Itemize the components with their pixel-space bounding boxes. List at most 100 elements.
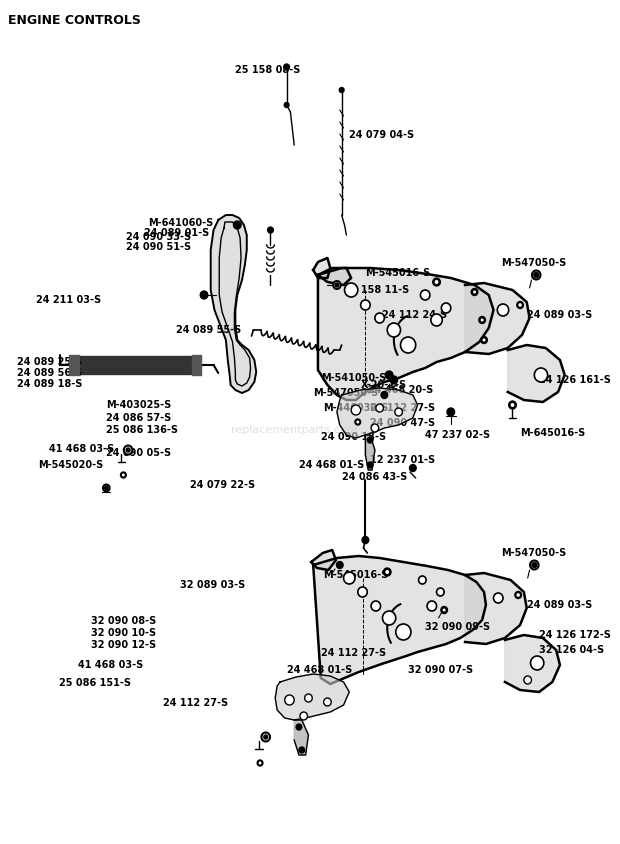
- Text: 24 468 20-S: 24 468 20-S: [368, 385, 433, 395]
- Circle shape: [534, 273, 539, 278]
- Circle shape: [435, 280, 438, 284]
- Polygon shape: [508, 345, 565, 402]
- Circle shape: [482, 338, 485, 342]
- Circle shape: [103, 484, 110, 491]
- Circle shape: [300, 712, 308, 720]
- Circle shape: [285, 695, 294, 705]
- Polygon shape: [192, 355, 202, 375]
- Circle shape: [530, 560, 539, 570]
- Circle shape: [371, 601, 381, 611]
- Circle shape: [390, 376, 397, 384]
- Circle shape: [324, 698, 331, 706]
- Polygon shape: [275, 674, 349, 720]
- Circle shape: [420, 290, 430, 300]
- Circle shape: [345, 283, 358, 297]
- Circle shape: [296, 724, 302, 730]
- Text: 47 237 02-S: 47 237 02-S: [425, 430, 490, 440]
- Circle shape: [410, 464, 416, 472]
- Circle shape: [532, 270, 541, 279]
- Polygon shape: [69, 355, 79, 375]
- Circle shape: [395, 408, 402, 416]
- Circle shape: [436, 588, 444, 596]
- Text: 24 126 161-S: 24 126 161-S: [539, 375, 611, 385]
- Text: 24 090 05-S: 24 090 05-S: [106, 448, 171, 458]
- Circle shape: [480, 337, 487, 344]
- Polygon shape: [318, 268, 351, 285]
- Circle shape: [304, 694, 312, 702]
- Circle shape: [339, 88, 344, 93]
- Text: M-547050-S: M-547050-S: [313, 388, 378, 398]
- Circle shape: [259, 761, 262, 765]
- Text: 24 211 03-S: 24 211 03-S: [36, 295, 101, 305]
- Text: 25 086 151-S: 25 086 151-S: [59, 678, 131, 688]
- Circle shape: [358, 587, 367, 597]
- Circle shape: [333, 281, 341, 289]
- Text: M-545016-S: M-545016-S: [322, 570, 388, 580]
- Text: M-547050-S: M-547050-S: [501, 258, 566, 268]
- Circle shape: [471, 289, 478, 295]
- Circle shape: [396, 624, 411, 640]
- Text: M-645016-S: M-645016-S: [520, 428, 585, 438]
- Circle shape: [524, 676, 531, 684]
- Circle shape: [124, 446, 133, 455]
- Circle shape: [351, 405, 361, 415]
- Circle shape: [534, 368, 547, 382]
- Text: 24 090 47-S: 24 090 47-S: [370, 418, 435, 428]
- Polygon shape: [311, 550, 336, 570]
- Circle shape: [268, 227, 273, 233]
- Polygon shape: [313, 556, 486, 684]
- Text: 24 468 01-S: 24 468 01-S: [299, 460, 364, 470]
- Text: 24 112 27-S: 24 112 27-S: [370, 403, 435, 413]
- Text: 25 086 136-S: 25 086 136-S: [106, 425, 179, 435]
- Circle shape: [284, 102, 289, 107]
- Circle shape: [355, 419, 361, 425]
- Polygon shape: [318, 268, 494, 400]
- Text: 32 126 04-S: 32 126 04-S: [539, 645, 604, 655]
- Text: 24 089 01-S: 24 089 01-S: [144, 228, 210, 238]
- Text: 32 090 08-S: 32 090 08-S: [91, 616, 156, 626]
- Polygon shape: [365, 435, 375, 470]
- Circle shape: [356, 420, 359, 424]
- Text: 24 468 01-S: 24 468 01-S: [286, 665, 352, 675]
- Polygon shape: [465, 283, 529, 354]
- Circle shape: [367, 462, 373, 468]
- Circle shape: [388, 323, 401, 337]
- Polygon shape: [294, 720, 308, 755]
- Text: 41 468 03-S: 41 468 03-S: [78, 660, 143, 670]
- Circle shape: [383, 611, 396, 625]
- Text: replacementparts.com: replacementparts.com: [231, 425, 358, 435]
- Circle shape: [234, 221, 241, 229]
- Circle shape: [515, 592, 521, 598]
- Circle shape: [480, 318, 484, 322]
- Circle shape: [381, 392, 388, 398]
- Text: 24 079 22-S: 24 079 22-S: [190, 480, 255, 490]
- Circle shape: [361, 300, 370, 310]
- Circle shape: [337, 561, 343, 569]
- Text: 24 089 25-S: 24 089 25-S: [17, 357, 82, 367]
- Text: 32 090 07-S: 32 090 07-S: [408, 665, 473, 675]
- Circle shape: [494, 593, 503, 603]
- Polygon shape: [79, 356, 192, 374]
- Circle shape: [433, 278, 440, 286]
- Text: 24 112 27-S: 24 112 27-S: [321, 648, 386, 658]
- Circle shape: [508, 401, 516, 409]
- Text: 24 089 18-S: 24 089 18-S: [17, 379, 82, 389]
- Circle shape: [441, 607, 448, 614]
- Text: 24 090 33-S: 24 090 33-S: [126, 232, 192, 242]
- Text: M-446030-S: M-446030-S: [322, 403, 388, 413]
- Circle shape: [126, 448, 130, 452]
- Circle shape: [299, 747, 304, 753]
- Text: 24 089 55-S: 24 089 55-S: [175, 325, 241, 335]
- Text: 24 086 43-S: 24 086 43-S: [342, 472, 407, 482]
- Circle shape: [443, 609, 446, 612]
- Circle shape: [427, 601, 436, 611]
- Circle shape: [343, 572, 355, 584]
- Text: 24 126 172-S: 24 126 172-S: [539, 630, 611, 640]
- Circle shape: [257, 760, 263, 766]
- Text: X-20-1-S: X-20-1-S: [361, 380, 407, 390]
- Polygon shape: [505, 635, 560, 692]
- Circle shape: [200, 291, 208, 299]
- Text: M-545020-S: M-545020-S: [38, 460, 103, 470]
- Text: 24 112 27-S: 24 112 27-S: [163, 698, 228, 708]
- Polygon shape: [465, 573, 527, 644]
